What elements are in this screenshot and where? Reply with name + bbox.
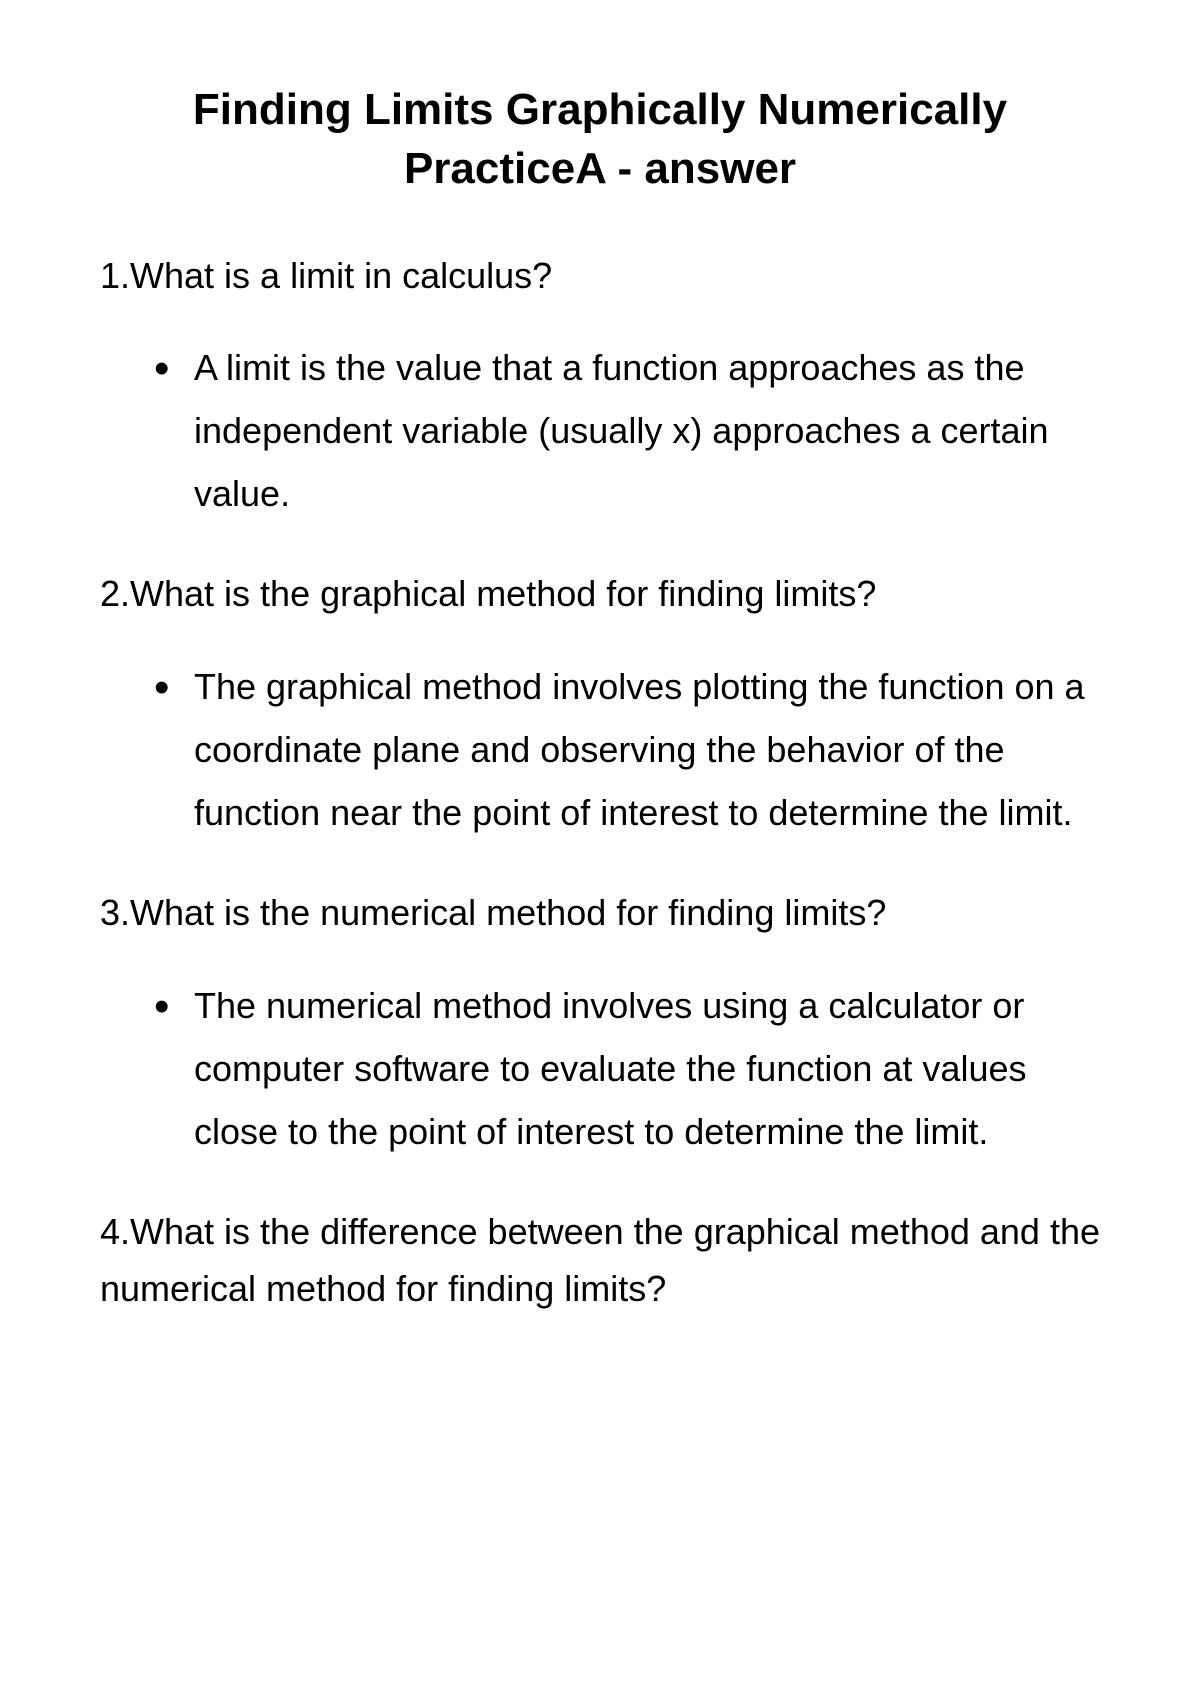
answer-item: The numerical method involves using a ca… xyxy=(164,974,1100,1163)
question-block-1: 1.What is a limit in calculus? A limit i… xyxy=(100,247,1100,526)
question-body: What is the graphical method for finding… xyxy=(130,573,876,614)
question-text: 1.What is a limit in calculus? xyxy=(100,247,1100,305)
answer-list: The numerical method involves using a ca… xyxy=(100,974,1100,1163)
answer-list: A limit is the value that a function app… xyxy=(100,336,1100,525)
question-number: 3. xyxy=(100,892,130,933)
answer-item: The graphical method involves plotting t… xyxy=(164,655,1100,844)
question-body: What is the difference between the graph… xyxy=(100,1211,1100,1310)
question-text: 3.What is the numerical method for findi… xyxy=(100,884,1100,942)
question-number: 4. xyxy=(100,1211,130,1252)
question-block-3: 3.What is the numerical method for findi… xyxy=(100,884,1100,1163)
question-block-2: 2.What is the graphical method for findi… xyxy=(100,565,1100,844)
answer-list: The graphical method involves plotting t… xyxy=(100,655,1100,844)
question-body: What is a limit in calculus? xyxy=(130,255,552,296)
document-title: Finding Limits Graphically Numerically P… xyxy=(100,80,1100,199)
question-text: 4.What is the difference between the gra… xyxy=(100,1203,1100,1318)
question-number: 1. xyxy=(100,255,130,296)
question-number: 2. xyxy=(100,573,130,614)
question-text: 2.What is the graphical method for findi… xyxy=(100,565,1100,623)
answer-item: A limit is the value that a function app… xyxy=(164,336,1100,525)
question-block-4: 4.What is the difference between the gra… xyxy=(100,1203,1100,1318)
question-body: What is the numerical method for finding… xyxy=(130,892,886,933)
